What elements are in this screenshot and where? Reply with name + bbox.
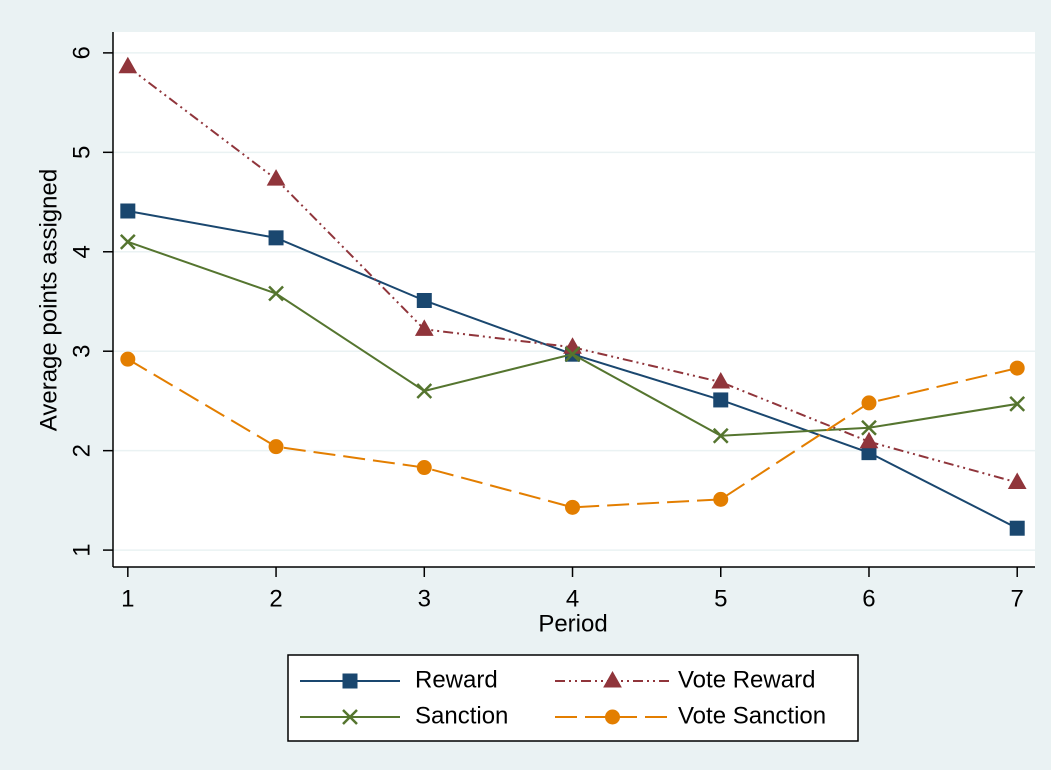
marker [603, 670, 622, 688]
marker [416, 383, 433, 399]
y-tick-label: 5 [68, 146, 95, 159]
marker [565, 499, 581, 515]
x-tick-label: 2 [269, 585, 282, 612]
marker [861, 395, 877, 411]
x-axis-title: Period [538, 610, 607, 637]
marker [416, 460, 432, 476]
marker [1009, 360, 1025, 376]
y-axis-title: Average points assigned [35, 169, 62, 431]
marker [268, 230, 284, 246]
x-tick-label: 5 [714, 585, 727, 612]
marker [859, 431, 879, 449]
marker [1009, 396, 1026, 412]
marker [342, 673, 358, 689]
marker [713, 392, 729, 408]
marker [861, 419, 877, 436]
legend-label: Vote Reward [678, 666, 815, 693]
legend-label: Reward [415, 666, 498, 693]
y-tick-label: 4 [68, 245, 95, 258]
legend [287, 654, 859, 742]
marker [713, 491, 729, 507]
marker [268, 439, 284, 455]
y-tick-label: 2 [68, 444, 95, 457]
y-tick-label: 3 [68, 345, 95, 358]
marker [342, 709, 358, 725]
marker [414, 319, 434, 336]
x-tick-label: 4 [566, 585, 579, 612]
legend-label: Sanction [415, 702, 508, 729]
marker [416, 292, 432, 308]
marker [1009, 520, 1025, 536]
marker [119, 233, 136, 250]
marker [120, 203, 136, 219]
y-tick-label: 1 [68, 543, 95, 556]
x-tick-label: 3 [418, 585, 431, 612]
marker [711, 372, 731, 389]
y-tick-label: 6 [68, 46, 95, 59]
marker [564, 346, 581, 363]
x-tick-label: 1 [121, 585, 134, 612]
marker [120, 351, 136, 367]
marker [605, 709, 620, 725]
legend-label: Vote Sanction [678, 702, 826, 729]
x-tick-label: 6 [862, 585, 875, 612]
x-tick-label: 7 [1011, 585, 1024, 612]
marker [266, 169, 286, 186]
marker [712, 427, 729, 444]
marker [1007, 472, 1027, 489]
marker [268, 285, 284, 302]
plot-area [113, 32, 1035, 567]
marker [118, 56, 138, 74]
